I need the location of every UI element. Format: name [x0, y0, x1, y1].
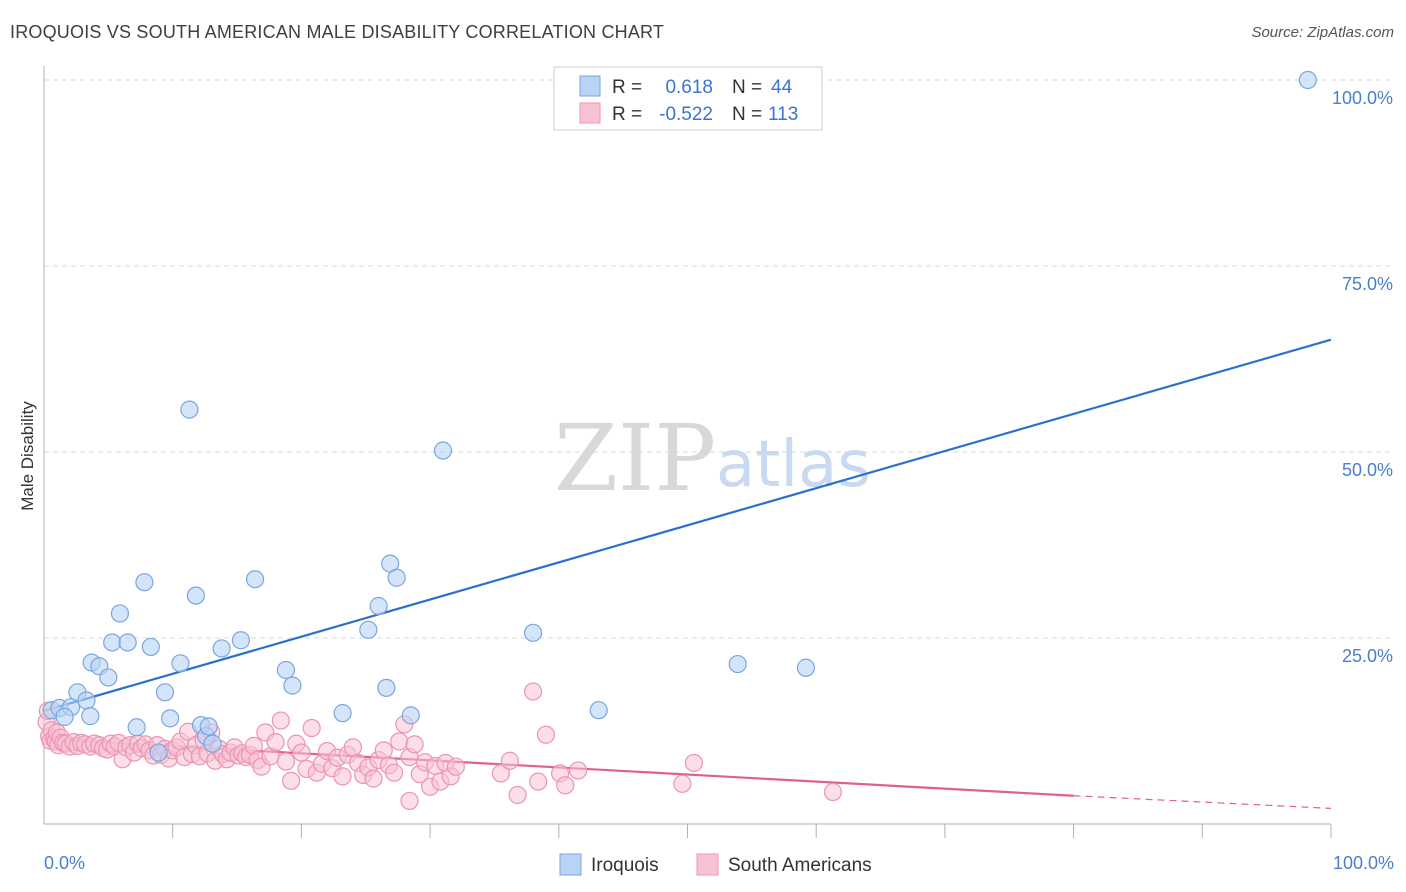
series-legend: Iroquois South Americans: [559, 853, 872, 876]
gridlines: [44, 79, 1392, 639]
point-south-americans-108: [556, 776, 575, 795]
legend-r-label-iroquois: R =: [612, 77, 642, 98]
point-south-americans-87: [384, 763, 404, 782]
point-iroquois-39: [728, 654, 747, 674]
point-south-americans-88: [390, 732, 409, 751]
point-iroquois-10: [118, 633, 137, 652]
x-tick-label-min: 0.0%: [44, 853, 85, 873]
legend-swatch-south-americans: [579, 102, 601, 124]
point-iroquois-30: [359, 620, 378, 639]
iroquois-points: [42, 70, 1317, 762]
bottom-legend-swatch-south-americans: [696, 853, 719, 876]
point-iroquois-29: [333, 704, 352, 723]
legend-swatch-iroquois: [579, 75, 601, 97]
point-iroquois-42: [81, 707, 100, 726]
point-south-americans-109: [569, 761, 588, 780]
point-iroquois-40: [796, 658, 816, 677]
point-iroquois-28: [283, 676, 302, 695]
point-south-americans-100: [400, 791, 419, 811]
legend-n-value-iroquois: 44: [771, 77, 793, 98]
watermark-zip: ZIP: [554, 405, 716, 512]
point-iroquois-26: [245, 570, 265, 589]
point-iroquois-18: [180, 400, 199, 419]
correlation-legend: R = 0.618 N = 44 R = -0.522 N = 113: [553, 66, 823, 131]
point-iroquois-34: [387, 568, 406, 587]
point-iroquois-23: [203, 734, 222, 753]
point-south-americans-91: [405, 735, 424, 754]
y-axis-label: Male Disability: [18, 401, 37, 511]
point-iroquois-37: [523, 623, 543, 642]
point-iroquois-7: [99, 668, 118, 687]
y-tick-label-2: 50.0%: [1342, 460, 1393, 480]
point-iroquois-17: [171, 654, 190, 673]
point-south-americans-77: [333, 767, 352, 786]
point-iroquois-32: [377, 678, 396, 697]
point-iroquois-25: [231, 631, 251, 650]
point-south-americans-111: [684, 753, 704, 773]
point-iroquois-19: [186, 586, 205, 605]
chart-title: IROQUOIS VS SOUTH AMERICAN MALE DISABILI…: [10, 22, 665, 42]
legend-n-label-iroquois: N =: [732, 77, 762, 98]
point-iroquois-38: [589, 701, 608, 720]
point-south-americans-105: [529, 772, 548, 791]
point-south-americans-69: [292, 743, 311, 762]
point-south-americans-64: [266, 733, 285, 752]
bottom-legend-swatch-iroquois: [559, 853, 582, 876]
source-credit: Source: ZipAtlas.com: [1251, 24, 1394, 41]
point-iroquois-31: [369, 596, 388, 616]
point-south-americans-65: [271, 711, 290, 730]
point-south-americans-102: [500, 751, 519, 770]
point-iroquois-22: [199, 717, 218, 736]
point-south-americans-71: [302, 718, 321, 738]
point-south-americans-79: [343, 738, 362, 757]
bottom-legend-label-iroquois: Iroquois: [591, 855, 659, 876]
point-iroquois-4: [77, 691, 96, 710]
point-iroquois-8: [103, 633, 122, 652]
trend-line-south-americans-extension: [1073, 795, 1332, 809]
point-south-americans-99: [446, 757, 465, 776]
point-iroquois-27: [276, 660, 296, 680]
y-tick-label-0: 100.0%: [1332, 88, 1393, 108]
point-iroquois-24: [212, 639, 231, 658]
point-south-americans-83: [364, 769, 383, 788]
watermark-atlas: atlas: [716, 428, 871, 502]
point-south-americans-106: [536, 725, 556, 744]
point-iroquois-12: [135, 573, 154, 592]
trend-line-iroquois: [43, 338, 1332, 712]
y-tick-label-3: 25.0%: [1342, 646, 1393, 666]
point-iroquois-35: [401, 706, 420, 725]
point-south-americans-112: [823, 782, 843, 802]
x-tick-label-max: 100.0%: [1333, 853, 1394, 873]
point-iroquois-16: [161, 709, 180, 728]
point-iroquois-11: [127, 718, 146, 737]
point-iroquois-13: [141, 637, 160, 657]
point-south-americans-110: [673, 774, 692, 793]
legend-r-value-south-americans: -0.522: [659, 104, 713, 125]
legend-n-value-south-americans: 113: [768, 104, 798, 125]
bottom-legend-label-south-americans: South Americans: [728, 855, 872, 876]
point-iroquois-36: [433, 441, 453, 460]
point-south-americans-101: [491, 764, 510, 783]
point-south-americans-104: [523, 682, 543, 701]
legend-n-label-south-americans: N =: [732, 104, 762, 125]
legend-r-value-iroquois: 0.618: [665, 77, 713, 98]
y-tick-label-1: 75.0%: [1342, 274, 1393, 294]
point-iroquois-15: [155, 683, 175, 702]
point-south-americans-103: [508, 785, 527, 805]
point-iroquois-43: [55, 707, 74, 726]
point-iroquois-9: [110, 604, 130, 623]
point-iroquois-41: [1298, 70, 1317, 90]
y-tick-labels: 100.0% 75.0% 50.0% 25.0%: [1332, 88, 1393, 666]
point-south-americans-66: [276, 752, 296, 771]
x-ticks: [172, 824, 1332, 838]
point-south-americans-67: [282, 771, 301, 790]
legend-r-label-south-americans: R =: [612, 104, 642, 125]
point-iroquois-14: [149, 743, 168, 762]
